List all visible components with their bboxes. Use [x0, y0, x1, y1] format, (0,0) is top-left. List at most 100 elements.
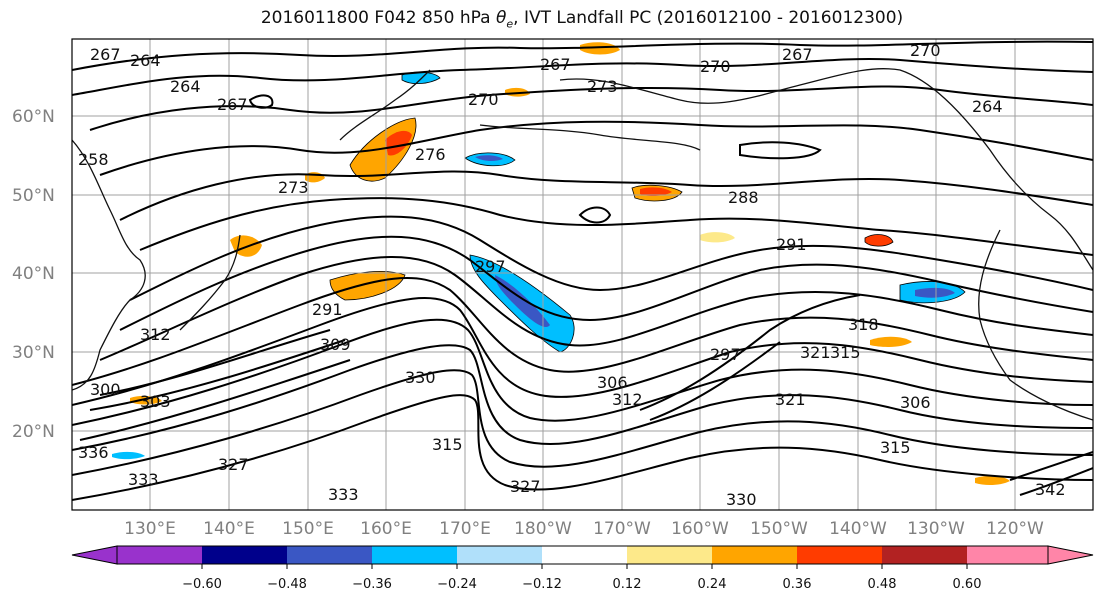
shade-patch-orange-7 — [870, 336, 912, 347]
contour-label: 327 — [218, 455, 249, 474]
contour-line — [72, 40, 1093, 71]
contour-label: 273 — [587, 77, 618, 96]
colorbar-segment — [287, 546, 372, 564]
contour-line — [1019, 467, 1093, 496]
shade-patch-red-2 — [640, 187, 672, 197]
contour-line — [72, 344, 1093, 451]
contour-label: 315 — [880, 438, 911, 457]
contour-label: 270 — [910, 41, 941, 60]
colorbar-tick: −0.12 — [522, 577, 562, 592]
contour-label: 258 — [78, 150, 109, 169]
lon-label-160e: 160°E — [360, 519, 412, 539]
contour-line — [99, 256, 1093, 361]
contour-label: 267 — [782, 45, 813, 64]
contour-line — [72, 369, 1093, 476]
colorbar-segment — [117, 546, 202, 564]
contour-label: 333 — [328, 485, 359, 504]
contour-label: 303 — [140, 392, 171, 411]
colorbar-tick-labels: −0.60 −0.48 −0.36 −0.24 −0.12 0.12 0.24 … — [182, 577, 981, 592]
contour-line — [72, 57, 1093, 96]
contour-label: 309 — [320, 335, 351, 354]
contour-label: 288 — [728, 188, 759, 207]
colorbar-segment — [202, 546, 287, 564]
theta-e-contours — [72, 40, 1093, 501]
coastline-north-america — [978, 229, 1093, 421]
shade-patch-yellow-1 — [700, 232, 735, 243]
shade-patch-blue-8 — [112, 451, 145, 460]
shade-patch-blue-4 — [915, 287, 955, 298]
colorbar-segment — [797, 546, 882, 564]
colorbar-frame — [116, 545, 1049, 565]
contour-line — [578, 206, 612, 224]
map-frame — [71, 38, 1094, 511]
colorbar-segment — [627, 546, 712, 564]
contour-line — [72, 394, 1093, 501]
colorbar-tick: −0.36 — [352, 577, 392, 592]
contour-label: 264 — [170, 77, 201, 96]
lon-label-170e: 170°E — [439, 519, 491, 539]
lon-label-120w: 120°W — [986, 519, 1044, 539]
coastlines — [72, 68, 1093, 421]
shade-patch-orange-10 — [975, 475, 1010, 486]
contour-label: 267 — [540, 55, 571, 74]
colorbar-tick: 0.60 — [953, 577, 982, 592]
colorbar-tick: 0.12 — [613, 577, 642, 592]
contour-label: 270 — [468, 90, 499, 109]
colorbar: −0.60 −0.48 −0.36 −0.24 −0.12 0.12 0.24 … — [71, 545, 1094, 592]
contour-label: 312 — [140, 325, 171, 344]
colorbar-segment — [457, 546, 542, 564]
contour-label: 291 — [312, 300, 343, 319]
contour-label: 300 — [90, 380, 121, 399]
shade-patch-orange-5 — [864, 234, 894, 247]
lon-label-140e: 140°E — [203, 519, 255, 539]
colorbar-extend-max — [1047, 545, 1094, 565]
contour-label: 306 — [900, 393, 931, 412]
colorbar-segment — [542, 546, 627, 564]
contour-label: 270 — [700, 57, 731, 76]
contour-line — [248, 94, 274, 109]
contour-label: 267 — [90, 45, 121, 64]
colorbar-tick: −0.24 — [437, 577, 477, 592]
colorbar-segment — [882, 546, 967, 564]
coastline-aleutians — [479, 124, 701, 151]
lon-label-130e: 130°E — [124, 519, 176, 539]
lon-label-140w: 140°W — [829, 519, 887, 539]
contour-line — [72, 297, 1093, 406]
colorbar-segment — [372, 546, 457, 564]
contour-label: 267 — [217, 95, 248, 114]
lon-label-150w: 150°W — [750, 519, 808, 539]
colorbar-tick-marks — [201, 564, 968, 569]
coastline-asia — [72, 139, 146, 391]
contour-label: 327 — [510, 477, 541, 496]
title-prefix: 2016011800 F042 850 hPa — [260, 8, 496, 28]
contour-line — [639, 294, 861, 411]
contour-line — [79, 359, 351, 441]
contour-line — [1009, 451, 1093, 481]
map-panel: 267 264 264 267 258 273 276 270 273 267 … — [71, 38, 1094, 511]
contour-line — [119, 235, 1093, 331]
contour-label: 330 — [726, 490, 757, 509]
lat-label-30n: 30°N — [12, 343, 55, 363]
lon-label-180w: 180°W — [514, 519, 572, 539]
coastline-japan — [179, 234, 241, 331]
contour-line — [89, 339, 346, 411]
coastline-alaska — [559, 68, 1093, 271]
contour-label: 264 — [130, 51, 161, 70]
title-theta: θ — [495, 8, 507, 28]
contour-labels: 267 264 264 267 258 273 276 270 273 267 … — [78, 41, 1066, 509]
contour-label: 264 — [972, 97, 1003, 116]
lon-label-150e: 150°E — [282, 519, 334, 539]
contour-label: 291 — [776, 235, 807, 254]
title-theta-subscript: e — [506, 17, 514, 31]
contour-line — [649, 341, 781, 421]
contour-line — [72, 277, 1093, 386]
lat-label-40n: 40°N — [12, 264, 55, 284]
contour-label: 342 — [1035, 480, 1066, 499]
contour-label: 336 — [78, 443, 109, 462]
contour-label: 315 — [830, 343, 861, 362]
lat-label-60n: 60°N — [12, 107, 55, 127]
contour-label: 297 — [475, 257, 506, 276]
shade-patch-red-1 — [385, 130, 412, 156]
colorbar-tick: 0.24 — [698, 577, 727, 592]
contour-label: 321 — [775, 390, 806, 409]
